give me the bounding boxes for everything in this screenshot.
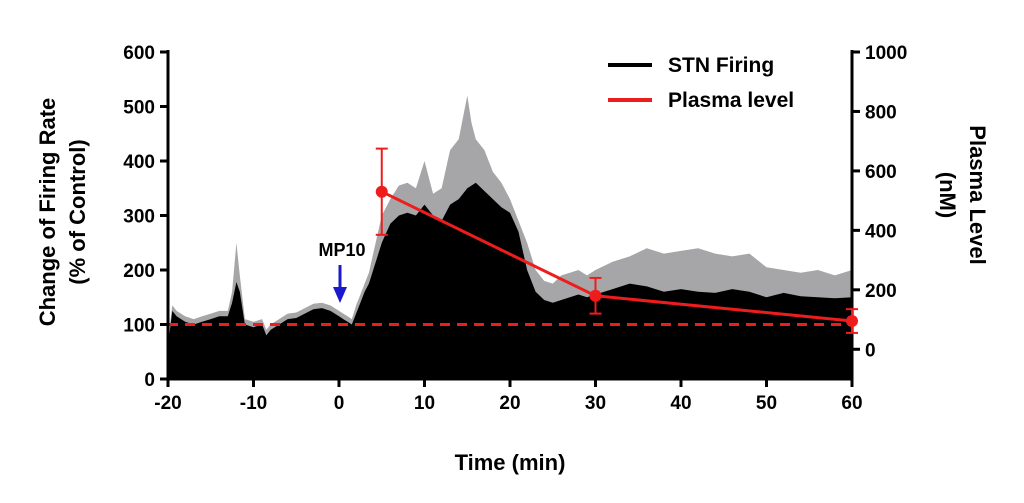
mp10-arrow-head bbox=[333, 287, 347, 303]
legend-label-plasma: Plasma level bbox=[668, 89, 794, 112]
x-axis-title: Time (min) bbox=[455, 450, 566, 475]
plasma-point bbox=[846, 315, 858, 327]
plasma-point bbox=[590, 290, 602, 302]
mp10-label: MP10 bbox=[318, 240, 365, 260]
x-tick-label: -10 bbox=[240, 393, 267, 414]
x-tick-label: 0 bbox=[334, 393, 345, 414]
y2-tick-label: 400 bbox=[865, 221, 897, 242]
y-tick-label: 500 bbox=[123, 98, 155, 119]
y-tick-label: 0 bbox=[144, 370, 155, 391]
x-tick-label: 60 bbox=[841, 393, 862, 414]
y-tick-label: 100 bbox=[123, 316, 155, 337]
x-tick-label: 10 bbox=[414, 393, 435, 414]
x-tick-label: 50 bbox=[756, 393, 777, 414]
x-tick-label: 20 bbox=[499, 393, 520, 414]
y2-tick-label: 600 bbox=[865, 162, 897, 183]
x-tick-label: -20 bbox=[154, 393, 181, 414]
chart: -20 -10 0 10 20 30 40 50 60 0 100 200 300 400 500 600 0 2… bbox=[0, 0, 1024, 503]
chart-svg: -20 -10 0 10 20 30 40 50 60010020030040050060002… bbox=[0, 0, 1024, 503]
x-tick-label: 30 bbox=[585, 393, 606, 414]
y-axis-title-line-2: (% of Control) bbox=[65, 139, 90, 284]
y-tick-label: 300 bbox=[123, 207, 155, 228]
plot-area bbox=[168, 96, 852, 379]
legend: STN Firing Plasma level bbox=[608, 54, 794, 112]
mp10-annotation: MP10 bbox=[318, 240, 365, 303]
x-tick-label: 40 bbox=[670, 393, 691, 414]
y2-axis-title-line-1: Plasma Level bbox=[965, 125, 990, 264]
y2-tick-label: 1000 bbox=[865, 43, 907, 64]
legend-label-stn: STN Firing bbox=[668, 54, 774, 77]
y-axis-title: Change of Firing Rate (% of Control) bbox=[35, 98, 90, 327]
y-tick-label: 200 bbox=[123, 261, 155, 282]
y2-axis-title: Plasma Level (nM) bbox=[935, 125, 990, 264]
y-axis-title-line-1: Change of Firing Rate bbox=[35, 98, 60, 327]
y2-tick-label: 200 bbox=[865, 281, 897, 302]
y2-axis-title-line-2: (nM) bbox=[935, 172, 960, 218]
y2-tick-label: 0 bbox=[865, 340, 876, 361]
y-tick-label: 400 bbox=[123, 152, 155, 173]
plasma-point bbox=[376, 186, 388, 198]
y-tick-label: 600 bbox=[123, 43, 155, 64]
y2-tick-label: 800 bbox=[865, 102, 897, 123]
